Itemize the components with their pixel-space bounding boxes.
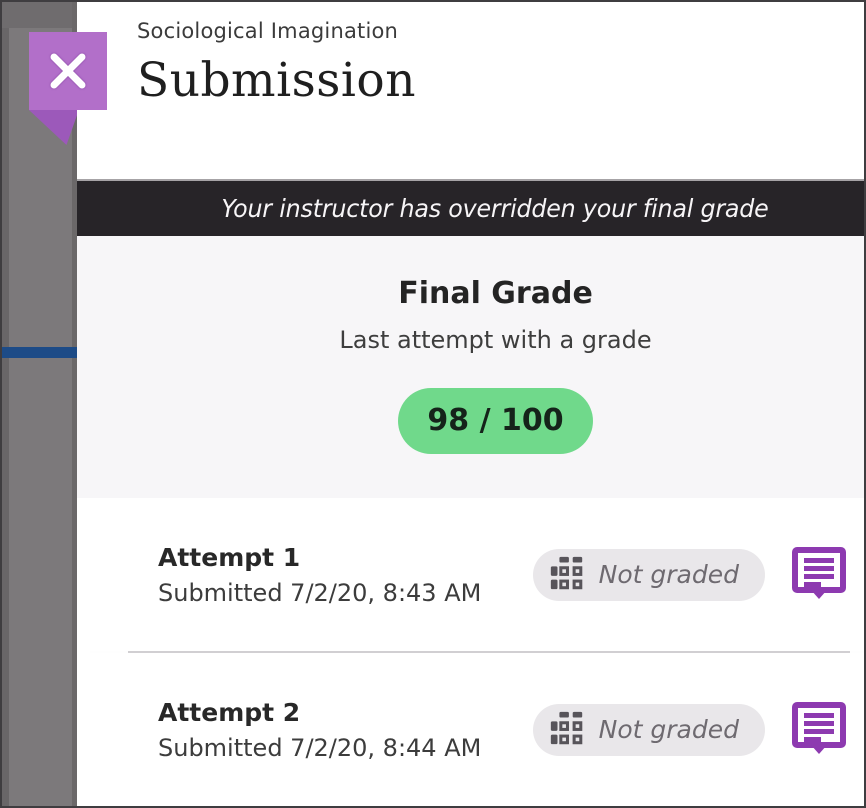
- grade-status-label: Not graded: [598, 715, 739, 744]
- attempt-row-divider: [128, 651, 850, 653]
- sidebar-right-edge: [72, 2, 77, 806]
- feedback-comment-icon: [791, 701, 847, 758]
- final-grade-section: Final Grade Last attempt with a grade 98…: [77, 235, 864, 498]
- header-divider: [77, 179, 864, 182]
- attempt-actions: Not graded: [532, 546, 847, 603]
- feedback-button[interactable]: [791, 701, 847, 758]
- final-grade-subtitle: Last attempt with a grade: [339, 325, 652, 354]
- grade-status-label: Not graded: [598, 560, 739, 589]
- attempt-info: Attempt 1 Submitted 7/2/20, 8:43 AM: [158, 543, 481, 607]
- attempt-row-1[interactable]: Attempt 1 Submitted 7/2/20, 8:43 AM: [90, 498, 864, 651]
- course-title: Sociological Imagination: [137, 19, 399, 43]
- attempt-actions: Not graded: [532, 701, 847, 758]
- attempts-list: Attempt 1 Submitted 7/2/20, 8:43 AM: [90, 498, 864, 806]
- panel-header: Sociological Imagination Submission: [77, 2, 864, 180]
- override-banner: Your instructor has overridden your fina…: [77, 181, 864, 236]
- rubric-grid-icon: [548, 554, 586, 596]
- close-icon: [45, 48, 91, 94]
- feedback-comment-icon: [791, 546, 847, 603]
- rubric-grid-icon: [548, 709, 586, 751]
- final-grade-pill: 98 / 100: [398, 387, 593, 454]
- attempt-submitted-date: Submitted 7/2/20, 8:44 AM: [158, 733, 482, 762]
- attempt-title: Attempt 1: [158, 542, 301, 572]
- sidebar-top-band: [2, 2, 77, 28]
- sidebar-blue-bar: [2, 347, 77, 358]
- override-banner-message: Your instructor has overridden your fina…: [221, 193, 770, 223]
- attempt-info: Attempt 2 Submitted 7/2/20, 8:44 AM: [158, 698, 481, 762]
- attempt-submitted-date: Submitted 7/2/20, 8:43 AM: [158, 578, 482, 607]
- page-title: Submission: [137, 53, 416, 108]
- grade-status-badge: Not graded: [532, 703, 765, 756]
- attempt-row-2[interactable]: Attempt 2 Submitted 7/2/20, 8:44 AM: [90, 653, 864, 806]
- close-button[interactable]: [29, 32, 107, 110]
- sidebar-left-strip: [2, 2, 9, 806]
- attempt-title: Attempt 2: [158, 697, 301, 727]
- grade-status-badge: Not graded: [532, 548, 765, 601]
- feedback-button[interactable]: [791, 546, 847, 603]
- final-grade-title: Final Grade: [398, 275, 593, 311]
- submission-panel: Sociological Imagination Submission Your…: [77, 2, 864, 806]
